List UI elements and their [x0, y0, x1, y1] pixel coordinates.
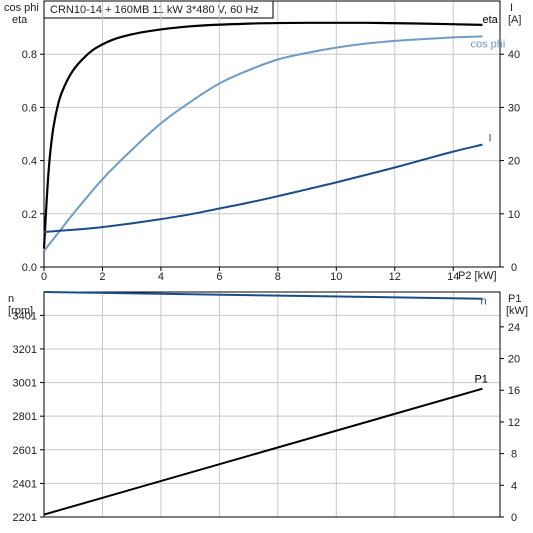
series-line-i — [43, 143, 483, 233]
series-label-i: I — [488, 133, 491, 145]
top-plot-frame — [43, 0, 501, 268]
rpm-tick-label: 2601 — [13, 445, 37, 457]
left-tick-label: 0.0 — [22, 262, 37, 274]
top-ticks: 0 2 4 6 8 10 12 14 0.0 0.2 0.4 0.6 0.8 0 10 20 30 40 — [22, 49, 520, 283]
x-tick-label: 6 — [216, 271, 222, 283]
series-line-cos-phi — [43, 35, 483, 252]
x-tick-label: 4 — [158, 271, 164, 283]
left-tick-label: 0.2 — [22, 209, 37, 221]
right-tick-label: 30 — [508, 102, 520, 114]
top-series: eta cos phi I — [42, 14, 505, 252]
series-label-cos-phi: cos phi — [470, 38, 505, 50]
left-tick-label: 0.6 — [22, 102, 37, 114]
x-tick-label: 2 — [99, 271, 105, 283]
bottom-ticks: 2201 2401 2601 2801 3001 3201 3401 0 4 8 12 16 20 24 — [13, 310, 521, 524]
right-axis-label-p1: P1 — [508, 293, 521, 305]
p1-tick-label: 0 — [511, 512, 517, 524]
bottom-plot-frame — [43, 291, 501, 518]
bottom-series: n P1 — [43, 291, 488, 516]
right-tick-label: 40 — [508, 49, 520, 61]
right-axis-label-a: [A] — [508, 14, 521, 26]
p1-tick-label: 20 — [508, 354, 520, 366]
title-box: CRN10-14 + 160MB 11 kW 3*480 V, 60 Hz — [43, 0, 274, 19]
x-tick-label: 8 — [275, 271, 281, 283]
p1-tick-label: 8 — [511, 449, 517, 461]
p1-tick-label: 16 — [508, 385, 520, 397]
series-label-n: n — [480, 296, 486, 308]
left-tick-label: 0.4 — [22, 156, 37, 168]
series-line-n — [43, 291, 483, 300]
x-axis-label: P2 [kW] — [458, 270, 497, 282]
left-tick-label: 0.8 — [22, 49, 37, 61]
right-tick-label: 20 — [508, 156, 520, 168]
series-line-eta — [42, 21, 483, 249]
left-axis-label-eta: eta — [12, 14, 28, 26]
left-axis-label-n: n — [8, 293, 14, 305]
left-axis-label-cosphi: cos phi — [4, 2, 39, 14]
series-label-p1: P1 — [474, 374, 487, 386]
x-tick-label: 12 — [389, 271, 401, 283]
left-axis-label-rpm: [rpm] — [8, 305, 33, 317]
top-grid — [44, 1, 500, 267]
rpm-tick-label: 2401 — [13, 478, 37, 490]
right-tick-label: 10 — [508, 209, 520, 221]
series-label-eta: eta — [482, 14, 498, 26]
p1-tick-label: 12 — [508, 417, 520, 429]
rpm-tick-label: 3401 — [13, 310, 37, 322]
bottom-panel: 220124012601280130013201340104812162024 … — [8, 291, 528, 524]
bottom-grid — [44, 292, 500, 517]
x-tick-label: 0 — [41, 271, 47, 283]
series-line-p1 — [43, 387, 483, 516]
rpm-tick-label: 2201 — [13, 512, 37, 524]
rpm-tick-label: 2801 — [13, 411, 37, 423]
right-axis-label-kw: [kW] — [506, 305, 528, 317]
p1-tick-label: 24 — [508, 322, 520, 334]
x-tick-label: 14 — [447, 271, 459, 283]
x-tick-label: 10 — [330, 271, 342, 283]
chart-title: CRN10-14 + 160MB 11 kW 3*480 V, 60 Hz — [50, 4, 259, 16]
right-tick-label: 0 — [511, 262, 517, 274]
p1-tick-label: 4 — [511, 480, 517, 492]
right-axis-label-i: I — [510, 2, 513, 14]
rpm-tick-label: 3201 — [13, 344, 37, 356]
rpm-tick-label: 3001 — [13, 378, 37, 390]
